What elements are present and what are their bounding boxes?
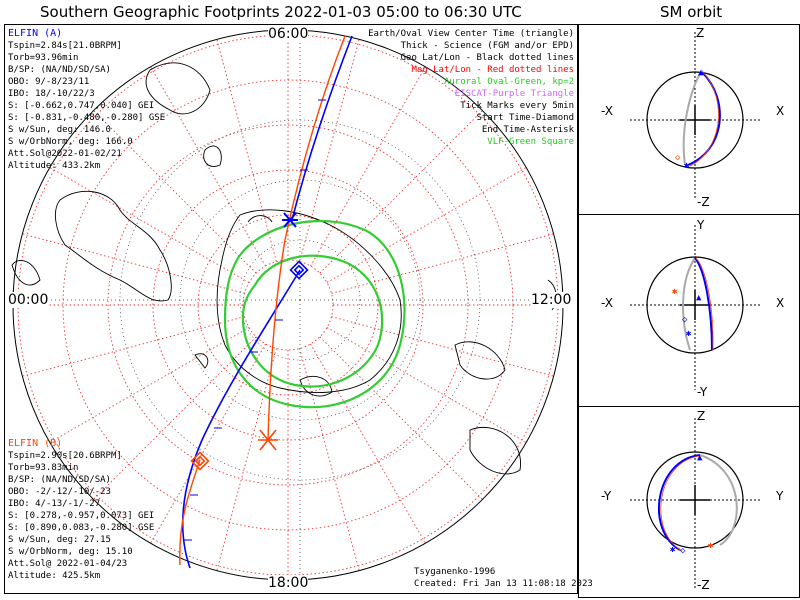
sm-orbit-yz: ▲ ✱ ◇ ✱ (630, 418, 760, 590)
sm2-bottom-label: -Y (697, 385, 708, 399)
sm-orbit-xy: ▲ ◇ ✱ ✱ (630, 225, 760, 390)
svg-text:▲: ▲ (698, 68, 704, 78)
legend-entry: EISCAT-Purple Triangle (454, 89, 574, 99)
legend-entry: VLF-Green Square (487, 137, 574, 147)
elfin-b-info-line: S w/Sun, deg: 27.15 (8, 535, 111, 545)
elfin-a-info-line: S w/OrbNorm, deg: 166.0 (8, 137, 133, 147)
elfin-b-info-line: Att.Sol@ 2022-01-04/23 (8, 559, 128, 569)
page-title: Southern Geographic Footprints 2022-01-0… (40, 3, 522, 21)
sm2-top-label: Y (697, 218, 705, 232)
sm3-top-label: Z (697, 409, 706, 423)
model-credit: Tsyganenko-1996 (414, 567, 496, 577)
sm2-right-label: X (776, 296, 785, 310)
legend-entry: Mag Lat/Lon - Red dotted lines (411, 65, 574, 75)
elfin-b-info-line: IBO: 4/-13/-1/-27 (8, 499, 101, 509)
elfin-a-end-asterisk (282, 212, 298, 228)
svg-text:◇: ◇ (680, 546, 686, 556)
elfin-a-info-line: Torb=93.96min (8, 53, 79, 63)
sm-orbit-title: SM orbit (660, 3, 723, 21)
elfin-b-info-line: Altitude: 425.5km (8, 571, 101, 581)
elfin-a-info-line: S: [-0.662,0.747,0.040] GEI (8, 101, 155, 111)
sm3-left-label: -Y (601, 489, 612, 503)
elfin-b-info-line: S w/OrbNorm, deg: 15.10 (8, 547, 133, 557)
elfin-b-info-line: Torb=93.83min (8, 463, 79, 473)
elfin-b-start-diamond (190, 451, 210, 471)
svg-text:✱: ✱ (670, 545, 676, 555)
elfin-b-end-asterisk (258, 429, 278, 451)
svg-text:✱: ✱ (684, 161, 690, 171)
sm3-right-label: Y (776, 489, 784, 503)
coastlines (11, 62, 557, 475)
legend-entry: Geo Lat/Lon - Black dotted lines (400, 53, 574, 63)
map-legend: Earth/Oval View Center Time (triangle) Th… (368, 28, 574, 148)
elfin-a-info: ELFIN (A) Tspin=2.84s[21.0BRPM] Torb=93.9… (8, 28, 165, 172)
svg-text:◇: ◇ (682, 315, 688, 325)
elfin-a-name: ELFIN (A) (8, 28, 63, 39)
geo-grid (20, 30, 570, 590)
sm1-right-label: X (776, 104, 785, 118)
auroral-oval (223, 219, 406, 409)
sm1-top-label: Z (696, 26, 705, 40)
svg-text:▲: ▲ (697, 453, 703, 463)
sm1-bottom-label: -Z (697, 195, 710, 209)
svg-text:✱: ✱ (672, 287, 678, 297)
sm2-left-label: -X (601, 296, 613, 310)
elfin-a-info-line: B/SP: (NA/ND/SD/SA) (8, 65, 111, 75)
legend-entry: End Time-Asterisk (481, 125, 574, 135)
elfin-b-info-line: S: [0.278,-0.957,0.073] GEI (8, 511, 155, 521)
legend-entry: Start Time-Diamond (476, 113, 574, 123)
elfin-a-start-diamond (289, 260, 309, 280)
svg-text:✱: ✱ (686, 329, 692, 339)
elfin-a-info-line: S: [-0.831,-0.480,-0.280] GSE (8, 113, 166, 123)
hour-label-left: 00:00 (8, 292, 49, 308)
legend-entry: Auroral Oval-Green, kp=2 (443, 77, 574, 87)
legend-entry: Earth/Oval View Center Time (triangle) (368, 29, 574, 39)
elfin-b-info-line: OBO: -2/-12/-10/-23 (8, 487, 111, 497)
elfin-a-info-line: Altitude: 433.2km (8, 161, 101, 171)
svg-text:✱: ✱ (708, 541, 714, 551)
elfin-a-info-line: OBO: 9/-8/23/11 (8, 77, 90, 87)
hour-label-right: 12:00 (531, 292, 572, 308)
hour-label-bottom: 18:00 (268, 575, 309, 591)
legend-entry: Tick Marks every 5min (460, 101, 574, 111)
hour-label-top: 06:00 (268, 26, 309, 42)
elfin-a-info-line: Tspin=2.84s[21.0BRPM] (8, 41, 122, 51)
svg-text:▲: ▲ (696, 293, 702, 303)
elfin-b-name: ELFIN (B) (8, 438, 63, 449)
track-ticks (184, 99, 326, 541)
elfin-b-info: ELFIN (B) Tspin=2.90s[20.6BRPM] Torb=93.8… (8, 438, 154, 582)
sm3-bottom-label: -Z (697, 578, 710, 592)
legend-entry: Thick - Science (FGM and/or EPD) (400, 41, 574, 51)
sm-panel-yz (578, 406, 800, 598)
sm1-left-label: -X (601, 104, 613, 118)
elfin-b-info-line: S: [0.890,0.083,-0.280] GSE (8, 523, 155, 533)
elfin-b-info-line: B/SP: (NA/ND/SD/SA) (8, 475, 111, 485)
sm-orbit-xz: ▲ ◇ ✱ (630, 32, 760, 200)
created-credit: Created: Fri Jan 13 11:08:18 2023 (414, 579, 593, 589)
elfin-b-track (179, 35, 346, 566)
elfin-a-info-line: S w/Sun, deg: 146.0 (8, 125, 111, 135)
svg-text:◇: ◇ (675, 153, 681, 163)
elfin-a-info-line: IBO: 18/-10/22/3 (8, 89, 95, 99)
elfin-a-info-line: Att.Sol@2022-01-02/21 (8, 149, 122, 159)
elfin-b-info-line: Tspin=2.90s[20.6BRPM] (8, 451, 122, 461)
